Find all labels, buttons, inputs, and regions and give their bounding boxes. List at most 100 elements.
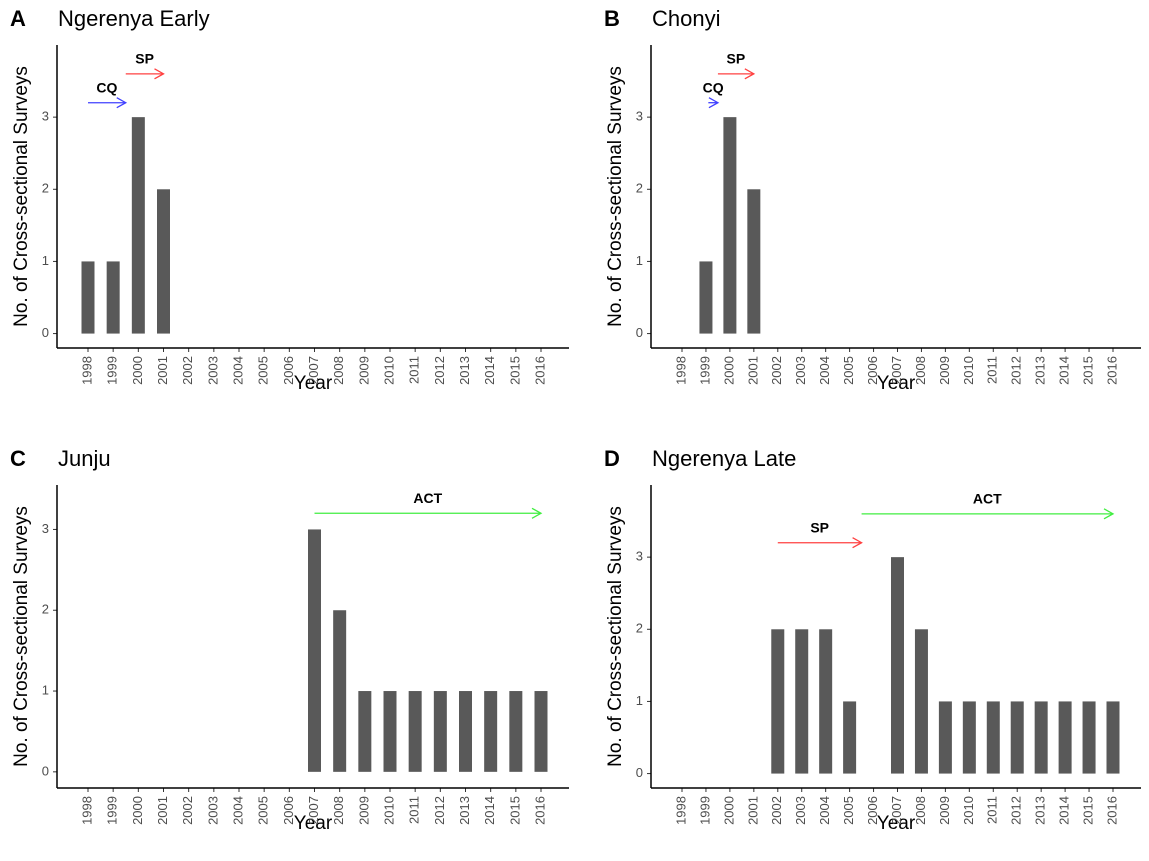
- bar: [771, 629, 785, 774]
- x-tick-label: 1999: [697, 796, 712, 825]
- x-tick-label: 1998: [79, 796, 94, 825]
- x-tick-label: 2013: [457, 796, 472, 825]
- x-tick-label: 2014: [482, 356, 497, 385]
- x-tick-label: 2002: [769, 796, 784, 825]
- y-tick-label: 1: [42, 682, 49, 697]
- x-tick-label: 2007: [889, 796, 904, 825]
- panel-label: B: [604, 6, 620, 31]
- x-tick-label: 2011: [407, 356, 422, 384]
- panel-label: C: [10, 446, 26, 471]
- x-tick-label: 2015: [507, 356, 522, 385]
- y-tick-label: 1: [636, 253, 643, 268]
- y-tick-label: 0: [636, 765, 643, 780]
- y-tick-label: 0: [42, 763, 49, 778]
- x-tick-label: 1998: [673, 356, 688, 385]
- y-tick-label: 3: [42, 521, 49, 536]
- x-tick-label: 2001: [155, 356, 170, 385]
- x-tick-label: 2001: [745, 796, 760, 825]
- bar: [459, 691, 472, 772]
- x-tick-label: 2013: [457, 356, 472, 385]
- x-tick-label: 2007: [889, 356, 904, 385]
- x-tick-label: 1999: [105, 796, 120, 825]
- y-tick-label: 1: [636, 693, 643, 708]
- x-tick-label: 2004: [817, 356, 832, 385]
- bar: [308, 529, 321, 772]
- x-tick-label: 2000: [130, 796, 145, 825]
- x-axis-label: Year: [877, 373, 916, 394]
- bar: [938, 701, 952, 774]
- bar: [509, 691, 523, 772]
- panel-label: A: [10, 6, 26, 31]
- x-tick-label: 2015: [1080, 796, 1095, 825]
- x-tick-label: 2009: [356, 796, 371, 825]
- x-tick-label: 2000: [721, 356, 736, 385]
- panel-title: Ngerenya Late: [652, 446, 796, 471]
- x-tick-label: 2006: [281, 796, 296, 825]
- bar: [962, 701, 976, 774]
- x-tick-label: 2001: [745, 356, 760, 385]
- panel: A Ngerenya Early No. of Cross-sectional Su…: [10, 6, 569, 394]
- bar: [891, 557, 904, 774]
- bar: [534, 691, 548, 772]
- x-tick-label: 2003: [205, 796, 220, 825]
- bar: [484, 691, 498, 772]
- bar: [1082, 701, 1096, 774]
- annotation-label: SP: [810, 519, 829, 535]
- x-tick-label: 2008: [913, 356, 928, 385]
- x-tick-label: 2001: [155, 796, 170, 825]
- y-tick-label: 1: [42, 253, 49, 268]
- x-axis-label: Year: [877, 813, 916, 834]
- bar: [433, 691, 447, 772]
- bar: [358, 691, 372, 772]
- bar: [81, 261, 95, 334]
- x-tick-label: 2004: [817, 796, 832, 825]
- arrow-head: [744, 68, 756, 80]
- x-tick-label: 2007: [306, 356, 321, 385]
- x-tick-label: 2016: [532, 356, 547, 385]
- x-tick-label: 2003: [205, 356, 220, 385]
- x-tick-label: 2000: [721, 796, 736, 825]
- x-tick-label: 2006: [281, 356, 296, 385]
- bar: [408, 691, 422, 772]
- panel: D Ngerenya Late No. of Cross-sectional Sur…: [604, 446, 1141, 834]
- arrow-head: [1103, 508, 1115, 520]
- y-tick-label: 0: [42, 325, 49, 340]
- x-tick-label: 2012: [432, 796, 447, 825]
- x-tick-label: 2004: [230, 356, 245, 385]
- x-axis-label: Year: [294, 813, 333, 834]
- annotation-label: SP: [727, 51, 746, 67]
- panel-title: Junju: [58, 446, 111, 471]
- bar: [157, 189, 170, 334]
- arrow-head: [852, 537, 863, 549]
- x-tick-label: 2005: [841, 356, 856, 385]
- bar: [747, 189, 761, 334]
- bar: [131, 117, 145, 334]
- x-tick-label: 2006: [865, 796, 880, 825]
- x-tick-label: 2010: [961, 796, 976, 825]
- x-tick-label: 2009: [937, 356, 952, 385]
- y-tick-label: 0: [636, 325, 643, 340]
- x-tick-label: 2008: [331, 796, 346, 825]
- arrow-head: [708, 97, 720, 109]
- x-tick-label: 2007: [306, 796, 321, 825]
- y-axis-label: No. of Cross-sectional Surveys: [11, 66, 32, 327]
- y-tick-label: 2: [636, 621, 643, 636]
- x-tick-label: 2016: [1104, 796, 1119, 825]
- x-tick-label: 2002: [769, 356, 784, 385]
- bar: [333, 610, 347, 772]
- panel-title: Ngerenya Early: [58, 6, 210, 31]
- bar: [843, 701, 857, 774]
- panel-label: D: [604, 446, 620, 471]
- x-tick-label: 2009: [937, 796, 952, 825]
- annotation-label: SP: [135, 51, 154, 67]
- y-tick-label: 2: [636, 181, 643, 196]
- x-tick-label: 2005: [256, 356, 271, 385]
- bar: [1106, 701, 1120, 774]
- x-tick-label: 2008: [331, 356, 346, 385]
- y-tick-label: 3: [42, 109, 49, 124]
- x-tick-label: 2011: [985, 796, 1000, 824]
- x-tick-label: 2012: [1009, 356, 1024, 385]
- y-axis-label: No. of Cross-sectional Surveys: [11, 506, 32, 767]
